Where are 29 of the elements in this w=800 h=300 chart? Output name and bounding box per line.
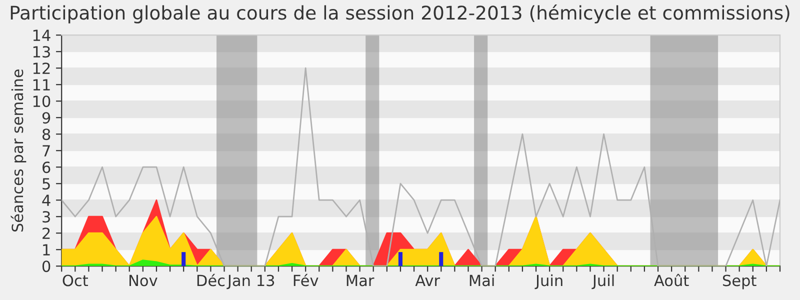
x-tick-label: Jan 13 xyxy=(226,274,274,290)
x-tick-label: Nov xyxy=(130,274,158,286)
y-tick-label: 3 xyxy=(42,211,50,223)
x-tick-label: Mar xyxy=(346,274,374,286)
y-tick-label: 11 xyxy=(33,79,50,90)
y-tick-label: 5 xyxy=(42,178,50,190)
x-tick-label: Avr xyxy=(415,274,440,286)
x-tick-label: Mai xyxy=(470,274,494,286)
x-tick-label: Août xyxy=(654,274,689,286)
y-tick-label: 10 xyxy=(33,96,50,108)
y-tick-label: 7 xyxy=(42,145,50,156)
y-tick-label: 0 xyxy=(42,260,50,272)
x-tick-label: Déc xyxy=(197,274,225,286)
y-tick-label: 6 xyxy=(42,162,50,174)
y-tick-label: 13 xyxy=(33,46,50,58)
y-tick-label: 8 xyxy=(42,128,50,140)
x-tick-label: Sept xyxy=(722,274,756,290)
x-tick-label: Juin xyxy=(534,274,562,290)
chart-title: Participation globale au cours de la session 2012-2013 (hémicycle et commissions) xyxy=(10,4,790,24)
x-tick-label: Juil xyxy=(592,274,614,290)
y-tick-label: 4 xyxy=(42,194,50,206)
y-tick-label: 9 xyxy=(42,112,50,124)
y-axis-title: Séances par semaine xyxy=(10,69,26,232)
y-tick-label: 12 xyxy=(33,62,50,74)
y-tick-label: 1 xyxy=(43,244,50,256)
x-tick-label: Oct xyxy=(62,274,88,286)
y-tick-label: 2 xyxy=(42,228,50,239)
x-tick-label: Fév xyxy=(294,274,318,286)
y-tick-label: 14 xyxy=(33,30,50,41)
